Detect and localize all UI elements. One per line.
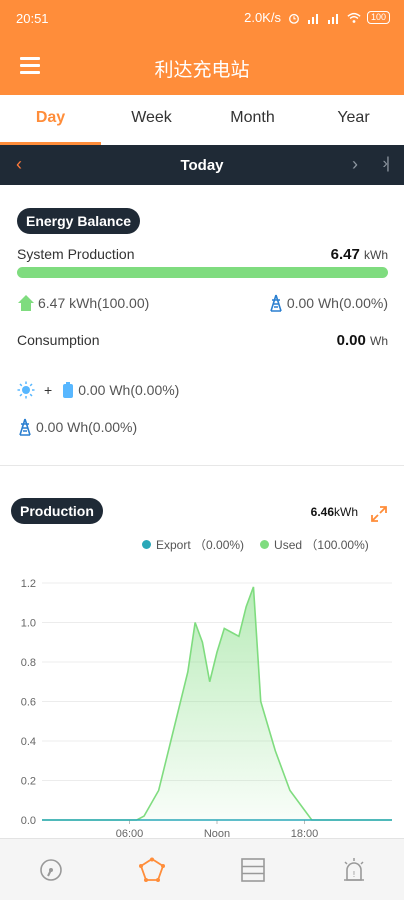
series-used-line	[42, 586, 392, 821]
sun-icon	[17, 381, 35, 399]
energy-balance-title: Energy Balance	[17, 208, 141, 234]
prev-date-icon[interactable]: ‹	[16, 154, 22, 174]
legend-export[interactable]: Export （0.00%)	[142, 536, 244, 553]
chart-legend: Export （0.00%) Used （100.00%)	[142, 536, 369, 553]
nav-list[interactable]	[202, 839, 303, 900]
signal-icon-2	[327, 13, 338, 24]
svg-text:!: !	[352, 870, 355, 879]
production-title: Production	[11, 498, 103, 524]
x-tick-label: Noon	[204, 828, 230, 840]
list-icon	[240, 857, 265, 882]
signal-icon	[307, 13, 318, 24]
tab-day[interactable]: Day	[0, 95, 101, 145]
legend-export-label: Export （0.00%)	[156, 538, 245, 552]
consumption-number: 0.00	[336, 332, 366, 349]
alarm-icon: !	[343, 857, 364, 881]
self-use-value: 6.47 kWh(100.00)	[38, 295, 150, 311]
wifi-icon	[347, 12, 361, 23]
production-chart: 0.0 0.2 0.4 0.6 0.8 1.0 1.2 06:00 Noon 18:00	[21, 578, 392, 840]
grid-tower-icon	[19, 418, 31, 436]
y-tick-label: 1.2	[21, 578, 36, 590]
nav-dashboard[interactable]	[0, 839, 101, 900]
gauge-icon	[39, 858, 62, 881]
x-tick-label: 18:00	[291, 828, 319, 840]
period-tabs: Day Week Month Year	[0, 95, 404, 145]
grid-export-row: 0.00 Wh(0.00%)	[268, 294, 388, 312]
y-tick-label: 0.2	[21, 776, 36, 788]
production-unit: kWh	[364, 248, 388, 262]
grid-import-value: 0.00 Wh(0.00%)	[36, 419, 138, 435]
app-header: 20:51 2.0K/s 100 利达充电站	[0, 0, 404, 95]
page-title: 利达充电站	[154, 59, 250, 81]
tab-year[interactable]: Year	[337, 109, 370, 126]
status-right: 2.0K/s 100	[244, 10, 390, 25]
production-total: 6.46kWh	[311, 505, 358, 519]
status-bar: 20:51 2.0K/s 100	[0, 0, 404, 36]
production-total-number: 6.46	[310, 505, 334, 519]
next-date-icon[interactable]: ›	[352, 154, 358, 174]
plant-icon	[138, 857, 165, 882]
system-production-label: System Production	[17, 246, 135, 262]
legend-used[interactable]: Used （100.00%)	[260, 536, 369, 553]
nav-alarm[interactable]: !	[303, 839, 404, 900]
consumption-unit: Wh	[370, 334, 388, 348]
production-number: 6.47	[330, 246, 360, 263]
battery-icon: 100	[366, 11, 390, 24]
network-speed: 2.0K/s	[244, 10, 281, 25]
y-tick-label: 1.0	[21, 618, 36, 630]
solar-battery-row: + 0.00 Wh(0.00%)	[17, 381, 179, 399]
status-time: 20:51	[16, 11, 49, 26]
tab-week[interactable]: Week	[131, 109, 172, 126]
y-tick-label: 0.6	[21, 697, 36, 709]
current-date: Today	[180, 157, 224, 174]
alarm-clock-icon	[289, 13, 299, 24]
last-date-icon[interactable]: ›|	[382, 155, 391, 172]
house-icon	[18, 295, 34, 311]
app-bar: 利达充电站	[0, 36, 404, 95]
y-tick-label: 0.0	[21, 815, 36, 827]
self-use-row: 6.47 kWh(100.00)	[17, 294, 149, 312]
battery-storage-icon	[63, 382, 74, 398]
y-tick-label: 0.8	[21, 657, 36, 669]
consumption-label: Consumption	[17, 332, 100, 348]
tab-month[interactable]: Month	[230, 109, 275, 126]
bottom-navigation: !	[0, 838, 404, 900]
x-tick-label: 06:00	[116, 828, 144, 840]
series-used-area	[42, 586, 392, 820]
y-tick-label: 0.4	[21, 736, 36, 748]
nav-plant[interactable]	[101, 839, 202, 900]
menu-icon[interactable]	[20, 57, 40, 74]
system-production-value: 6.47 kWh	[331, 246, 388, 263]
production-total-unit: kWh	[334, 505, 358, 519]
production-progress-bar	[17, 267, 388, 278]
consumption-value: 0.00 Wh	[337, 332, 388, 349]
power-tower-icon	[270, 294, 282, 312]
grid-export-value: 0.00 Wh(0.00%)	[286, 295, 388, 311]
plus-sign: +	[44, 382, 53, 398]
legend-used-label: Used （100.00%)	[274, 538, 369, 552]
solar-battery-value: 0.00 Wh(0.00%)	[78, 382, 180, 398]
expand-icon[interactable]	[370, 505, 388, 523]
section-divider	[0, 465, 404, 466]
grid-import-row: 0.00 Wh(0.00%)	[17, 418, 137, 436]
date-navigation: ‹ Today › ›|	[0, 145, 404, 185]
